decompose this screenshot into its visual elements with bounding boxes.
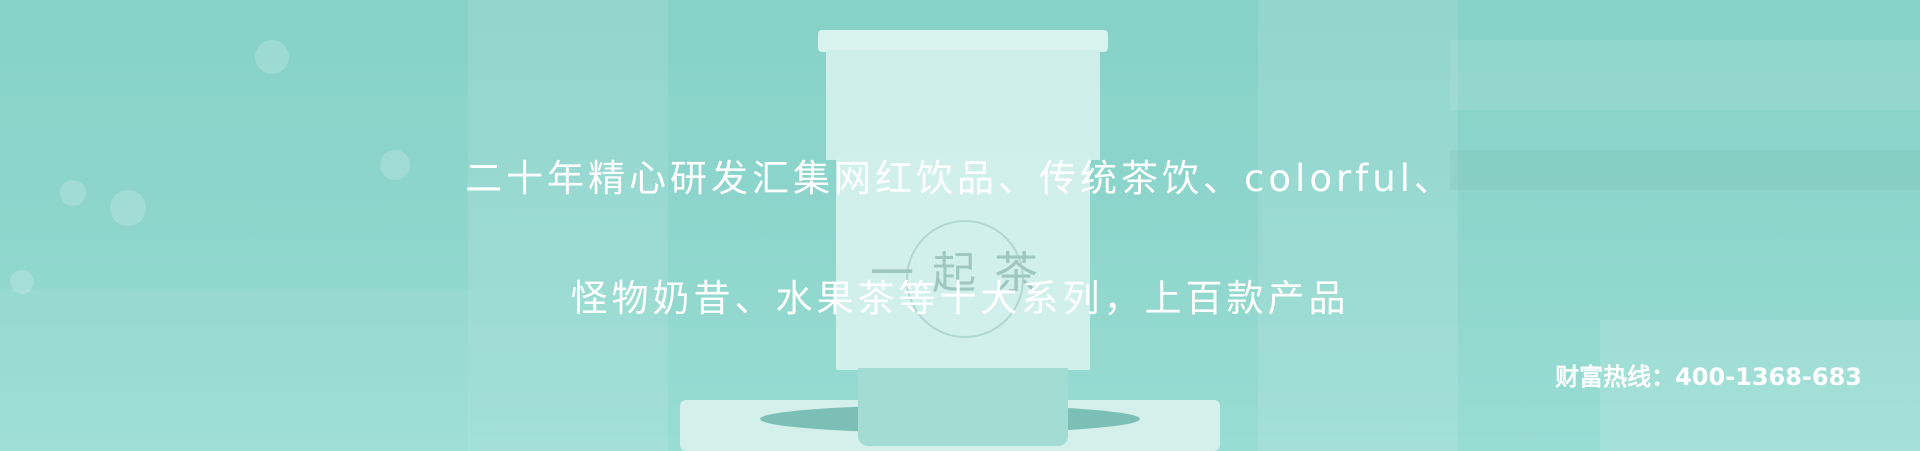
bokeh-light [60, 180, 86, 206]
hotline: 财富热线：400-1368-683 [1555, 357, 1862, 392]
hotline-number[interactable]: 400-1368-683 [1675, 363, 1862, 391]
background-pillar [468, 0, 668, 451]
background-shelf [1450, 40, 1920, 110]
headline-line-2: 怪物奶昔、水果茶等十大系列，上百款产品 [570, 277, 1350, 320]
cup-body [826, 50, 1100, 160]
background-pillar [1258, 0, 1458, 451]
bokeh-light [10, 270, 34, 294]
background-counter [0, 290, 470, 451]
cup-logo: 一起茶 [870, 248, 1056, 299]
bokeh-light [255, 40, 289, 74]
background-counter [1600, 320, 1920, 451]
cup-bottom [858, 368, 1068, 446]
hotline-label: 财富热线： [1555, 363, 1676, 391]
bokeh-light [110, 190, 146, 226]
cup-logo-circle [906, 220, 1024, 338]
tea-cup-image: 一起茶 [818, 30, 1108, 446]
cup-sleeve: 一起茶 [836, 155, 1090, 370]
headline-line-1: 二十年精心研发汇集网红饮品、传统茶饮、colorful、 [465, 157, 1455, 200]
bokeh-light [380, 150, 410, 180]
cup-lid [818, 30, 1108, 52]
